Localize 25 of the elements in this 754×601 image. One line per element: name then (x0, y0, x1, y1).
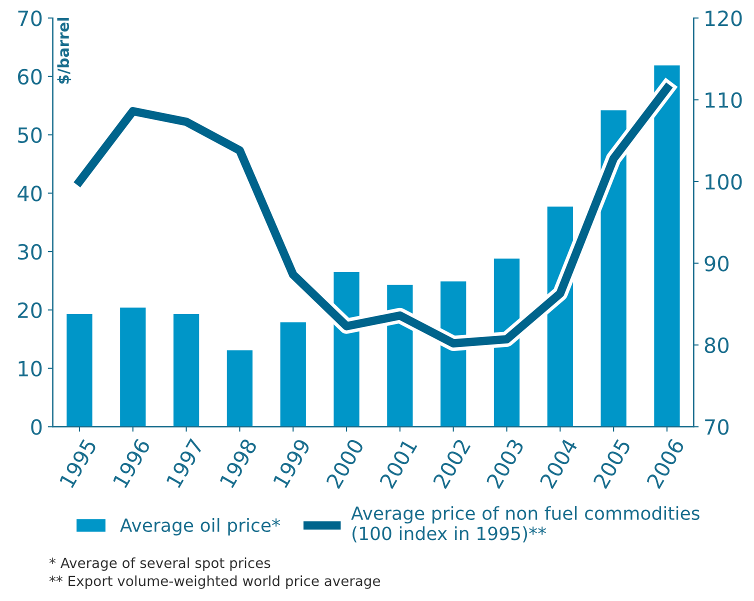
bar (654, 65, 680, 427)
y-tick-label: 70 (18, 10, 42, 26)
y2-tick-label: 80 (704, 337, 729, 354)
bar (66, 314, 92, 427)
y-tick-label: 10 (18, 360, 42, 377)
y2-tick-label: 110 (706, 92, 742, 108)
legend-label: Average oil price* (120, 518, 280, 536)
y-tick-label: 0 (31, 419, 42, 435)
text: * Average of several spot prices (49, 557, 270, 571)
text: ** Export volume-weighted world price average (49, 575, 380, 589)
y-tick-label: 30 (18, 244, 42, 260)
y-axis-title: $/barrel (57, 18, 72, 84)
y-tick-label: 60 (18, 68, 42, 85)
bar (226, 350, 253, 427)
y-tick-label: 40 (18, 186, 42, 202)
legend-label: Average price of non fuel commodities (100 index in 1995)** (351, 506, 700, 542)
y-tick-label: 20 (18, 302, 42, 318)
bar (173, 314, 200, 427)
y2-tick-label: 100 (706, 174, 742, 190)
y-tick-label: 50 (18, 127, 42, 144)
y2-tick-label: 90 (704, 256, 729, 272)
bar (280, 322, 306, 427)
y2-tick-label: 120 (706, 10, 742, 26)
y2-tick-label: 70 (705, 419, 729, 435)
bar (120, 308, 146, 427)
